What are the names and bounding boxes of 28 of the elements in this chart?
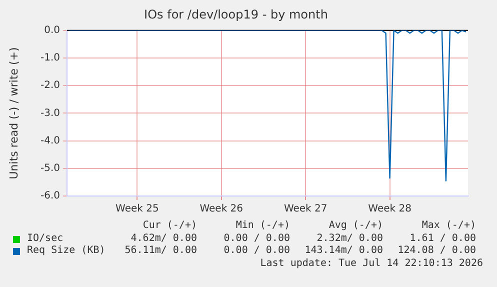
text: 124.08 / 0.00 xyxy=(398,245,476,256)
x-tick-label: Week 26 xyxy=(200,204,244,215)
text: 4.62m/ 0.00 xyxy=(130,232,197,244)
y-tick-label: -1.0 xyxy=(40,52,60,64)
y-tick-label: -5.0 xyxy=(40,162,60,174)
text: 1.61 / 0.00 xyxy=(410,232,476,244)
text: 2.32m/ 0.00 xyxy=(316,232,383,244)
y-tick-label: 0.0 xyxy=(44,24,60,36)
y-axis-title: Units read (-) / write (+) xyxy=(7,47,20,180)
text: 0.00 / 0.00 xyxy=(224,232,290,244)
text: Max (-/+) xyxy=(422,220,476,231)
y-tick-label: -4.0 xyxy=(40,135,60,146)
text: 56.11m/ 0.00 xyxy=(124,245,197,256)
text: Last update: Tue Jul 14 22:10:13 2026 xyxy=(260,258,483,268)
x-tick-label: Week 27 xyxy=(284,204,328,215)
y-tick-label: -2.0 xyxy=(40,80,60,92)
y-tick-label: -6.0 xyxy=(40,190,60,202)
chart-title: IOs for /dev/loop19 - by month xyxy=(144,7,328,22)
legend-label: IO/sec xyxy=(27,232,64,244)
text: Cur (-/+) xyxy=(142,220,197,231)
text: 143.14m/ 0.00 xyxy=(304,245,383,256)
x-tick-label: Week 25 xyxy=(116,204,159,215)
text: 0.00 / 0.00 xyxy=(224,245,290,256)
y-tick-label: -3.0 xyxy=(40,108,60,119)
x-tick-label: Week 28 xyxy=(368,204,412,215)
text: Avg (-/+) xyxy=(328,220,383,231)
text: Min (-/+) xyxy=(236,220,290,231)
legend-label: Req Size (KB) xyxy=(27,245,106,256)
